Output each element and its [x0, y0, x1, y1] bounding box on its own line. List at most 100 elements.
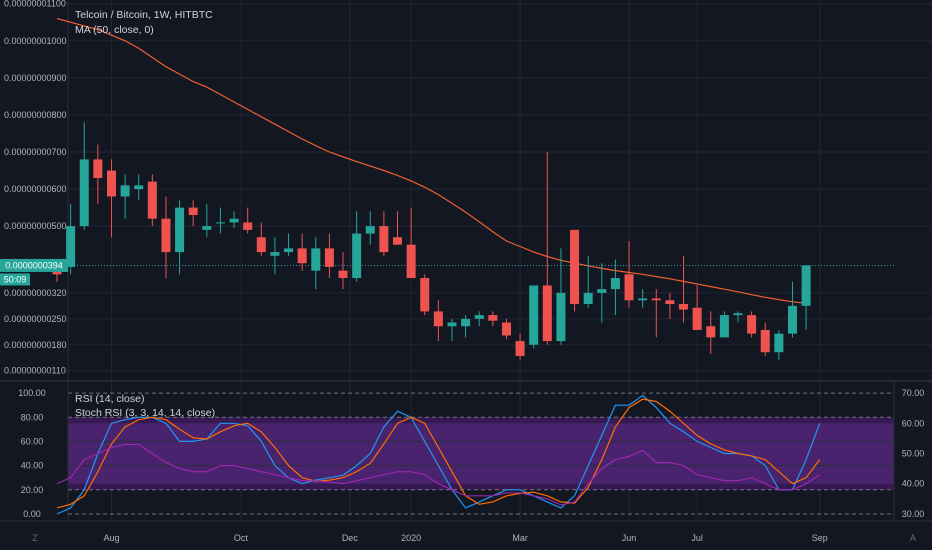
candle [787, 281, 797, 338]
zoom-icon[interactable]: Z [32, 533, 38, 543]
candle [106, 159, 116, 238]
rsi-grid [68, 392, 894, 515]
price-label-group: 0.0000000394 50:09 [0, 258, 68, 286]
candle [624, 240, 634, 308]
timer-label-bg [0, 273, 30, 286]
candle-body [256, 237, 266, 253]
candle-body [515, 341, 525, 356]
candle-body [324, 248, 334, 267]
time-axis[interactable]: Aug Oct Dec 2020 Mar Jun Jul Sep [103, 533, 827, 543]
rsi-right-tick-label: 50.00 [902, 449, 925, 459]
candle-body [679, 304, 689, 310]
candle [515, 333, 525, 360]
candle [311, 237, 321, 290]
candle-body [638, 298, 648, 301]
candle [379, 211, 389, 256]
price-label-bg [0, 258, 68, 272]
price-axis[interactable]: 0.00000001100 0.00000001000 0.00000000900 0… [4, 0, 67, 376]
rsi-right-tick-label: 30.00 [902, 509, 925, 519]
candle [447, 318, 457, 342]
candle-body [338, 270, 348, 279]
rsi-left-tick-label: 20.00 [21, 485, 44, 495]
candle [188, 200, 198, 227]
candle-body [215, 222, 225, 224]
candle [597, 263, 607, 323]
candle [529, 285, 539, 349]
candle-body [229, 218, 239, 223]
time-tick-label: Oct [234, 533, 249, 543]
auto-scale-icon[interactable]: A [910, 533, 916, 543]
candle [215, 207, 225, 234]
candle [638, 289, 648, 308]
rsi-right-axis[interactable]: 70.00 60.00 50.00 40.00 30.00 [902, 388, 925, 519]
stoch-d-line [56, 398, 821, 509]
ma-line [56, 17, 807, 304]
candle [393, 211, 402, 245]
candle [610, 259, 620, 316]
rsi-left-axis[interactable]: 100.00 80.00 60.00 40.00 20.00 0.00 [18, 388, 46, 519]
candle [719, 311, 729, 338]
candle-body [542, 285, 552, 342]
candle-body [624, 274, 634, 301]
time-tick-label: Jun [622, 533, 637, 543]
rsi-right-tick-label: 70.00 [902, 388, 925, 398]
rsi-panel [68, 417, 894, 490]
rsi-right-tick-label: 60.00 [902, 418, 925, 428]
rsi-left-tick-label: 80.00 [21, 412, 44, 422]
candle-body [461, 318, 471, 327]
stoch-band-fill [68, 423, 894, 484]
time-tick-label: Dec [342, 533, 359, 543]
candle-body [610, 278, 620, 290]
rsi-left-tick-label: 60.00 [21, 436, 44, 446]
stoch-rsi-legend: Stoch RSI (3, 3, 14, 14, close) [75, 407, 215, 419]
candle [66, 203, 76, 275]
time-tick-label: Sep [812, 533, 828, 543]
price-tick-label: 0.00000000250 [4, 314, 67, 324]
candle-body [665, 300, 675, 304]
candle-body [570, 229, 580, 304]
candle-body [474, 315, 484, 319]
ma-layer [56, 17, 807, 304]
candle-body [801, 265, 811, 306]
rsi-left-tick-label: 0.00 [23, 509, 41, 519]
candle-body [147, 181, 157, 219]
price-tick-label: 0.00000000180 [4, 340, 67, 350]
candle [79, 122, 89, 230]
candle-body [706, 326, 716, 338]
candle [542, 152, 552, 345]
candle [324, 233, 334, 279]
candle-body [447, 322, 457, 327]
candle [556, 248, 566, 345]
price-label: 0.0000000394 [5, 260, 63, 270]
rsi-line [56, 443, 821, 506]
rsi-left-tick-label: 100.00 [18, 388, 46, 398]
rsi-left-tick-label: 40.00 [21, 461, 44, 471]
candle [256, 222, 266, 256]
candle-body [556, 292, 566, 342]
candle [365, 211, 375, 245]
rsi-lines [56, 394, 821, 515]
candle [175, 200, 185, 275]
price-tick-label: 0.00000000900 [4, 73, 67, 83]
candle [706, 311, 716, 355]
candle-body [597, 289, 607, 293]
candle-body [79, 159, 89, 227]
candle-body [488, 315, 498, 321]
candle [284, 233, 294, 256]
candle-body [297, 248, 307, 264]
candle-body [93, 159, 103, 178]
candle [433, 300, 443, 342]
ma-legend: MA (50, close, 0) [75, 24, 154, 36]
candle-body [284, 248, 294, 253]
candle-body [365, 226, 375, 234]
candle-body [420, 278, 430, 312]
candle [229, 211, 239, 228]
candle-body [501, 322, 511, 336]
candle [651, 289, 661, 338]
price-tick-label: 0.00000000800 [4, 110, 67, 120]
countdown-timer: 50:09 [4, 274, 27, 284]
candle-body [433, 311, 443, 327]
candle [583, 255, 593, 308]
candle-body [161, 218, 171, 253]
